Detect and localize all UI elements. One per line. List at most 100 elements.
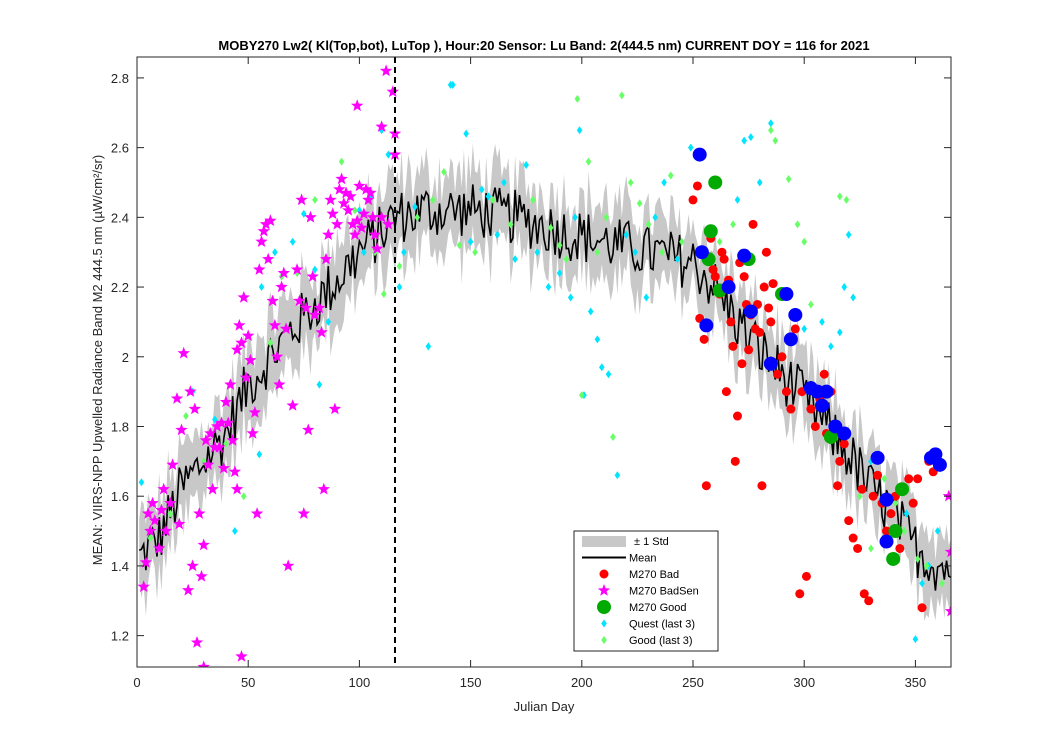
point-quest-last-3 bbox=[301, 209, 307, 218]
point-good-last-3 bbox=[147, 534, 154, 543]
point-m270-badsen bbox=[148, 514, 161, 526]
point-m270-badsen bbox=[139, 555, 153, 568]
point-m270-badsen bbox=[193, 507, 206, 519]
point-m270-badsen bbox=[357, 207, 370, 220]
point-m270-badsen bbox=[255, 235, 268, 247]
point-m270-badsen bbox=[246, 427, 259, 439]
point-m270-badsen bbox=[242, 329, 255, 342]
point-m270-badsen bbox=[202, 458, 215, 471]
point-quest-last-3 bbox=[845, 230, 852, 239]
point-m270-bad bbox=[748, 219, 758, 229]
point-m270-bad bbox=[757, 481, 767, 491]
point-m270-bad bbox=[835, 456, 845, 466]
point-m270-bad bbox=[766, 317, 776, 327]
point-m270-good bbox=[895, 482, 910, 497]
point-big-blue bbox=[879, 492, 894, 507]
point-m270-badsen bbox=[317, 482, 330, 495]
point-good-last-3 bbox=[794, 220, 801, 229]
point-m270-bad bbox=[761, 247, 771, 257]
point-good-last-3 bbox=[490, 195, 496, 204]
point-good-last-3 bbox=[223, 439, 229, 448]
point-quest-last-3 bbox=[661, 178, 667, 187]
point-quest-last-3 bbox=[632, 248, 638, 257]
point-good-last-3 bbox=[836, 192, 843, 201]
point-big-blue bbox=[721, 280, 736, 295]
point-quest-last-3 bbox=[623, 230, 630, 239]
x-tick-label: 0 bbox=[133, 675, 140, 690]
point-m270-badsen bbox=[268, 318, 282, 331]
point-m270-badsen bbox=[233, 318, 246, 331]
point-m270-badsen bbox=[228, 465, 241, 478]
point-m270-bad bbox=[739, 272, 749, 282]
point-m270-badsen bbox=[302, 423, 315, 436]
point-m270-badsen bbox=[324, 193, 337, 206]
point-m270-badsen bbox=[304, 210, 317, 223]
point-m270-bad bbox=[717, 247, 727, 257]
legend-label: Good (last 3) bbox=[629, 635, 693, 647]
point-m270-good bbox=[886, 551, 901, 566]
x-axis-label: Julian Day bbox=[514, 699, 575, 714]
point-m270-badsen bbox=[213, 440, 226, 453]
point-quest-last-3 bbox=[312, 265, 318, 274]
point-m270-badsen bbox=[204, 427, 217, 439]
point-m270-badsen bbox=[155, 503, 168, 516]
point-big-blue bbox=[788, 307, 803, 322]
point-m270-badsen bbox=[293, 294, 306, 307]
point-good-last-3 bbox=[530, 195, 536, 204]
point-m270-badsen bbox=[177, 346, 190, 359]
point-big-blue bbox=[870, 450, 885, 465]
point-quest-last-3 bbox=[567, 293, 574, 302]
point-m270-badsen bbox=[375, 120, 388, 132]
point-quest-last-3 bbox=[425, 342, 432, 351]
point-m270-badsen bbox=[237, 291, 250, 303]
point-m270-badsen bbox=[250, 507, 264, 519]
point-m270-bad bbox=[719, 254, 729, 264]
point-m270-badsen bbox=[190, 636, 204, 648]
point-m270-bad bbox=[688, 195, 698, 205]
point-m270-bad bbox=[917, 603, 927, 613]
point-m270-badsen bbox=[235, 336, 248, 349]
y-tick-label: 1.2 bbox=[111, 629, 129, 644]
point-m270-badsen bbox=[351, 214, 364, 227]
point-quest-last-3 bbox=[396, 283, 403, 292]
point-quest-last-3 bbox=[836, 328, 843, 337]
point-quest-last-3 bbox=[412, 202, 418, 211]
point-m270-bad bbox=[806, 404, 816, 414]
point-m270-badsen bbox=[944, 604, 951, 617]
point-good-last-3 bbox=[659, 248, 665, 257]
point-m270-badsen bbox=[182, 583, 195, 596]
point-m270-badsen bbox=[364, 186, 377, 199]
point-m270-badsen bbox=[371, 242, 384, 254]
point-m270-bad bbox=[868, 491, 878, 501]
point-good-last-3 bbox=[547, 223, 554, 232]
point-m270-badsen bbox=[382, 217, 395, 230]
point-m270-badsen bbox=[944, 545, 951, 558]
point-quest-last-3 bbox=[385, 150, 392, 159]
point-m270-badsen bbox=[230, 482, 244, 495]
point-m270-badsen bbox=[275, 280, 288, 293]
point-good-last-3 bbox=[240, 492, 247, 501]
point-big-blue bbox=[783, 332, 798, 347]
point-m270-bad bbox=[810, 421, 820, 431]
point-good-last-3 bbox=[881, 474, 888, 483]
point-quest-last-3 bbox=[674, 255, 681, 264]
point-good-last-3 bbox=[667, 171, 674, 180]
point-quest-last-3 bbox=[356, 206, 363, 215]
point-quest-last-3 bbox=[748, 133, 754, 142]
point-good-last-3 bbox=[610, 432, 616, 441]
point-big-blue bbox=[743, 304, 758, 319]
point-m270-badsen bbox=[235, 650, 248, 662]
point-m270-badsen bbox=[355, 221, 368, 234]
y-tick-label: 1.8 bbox=[111, 419, 129, 434]
point-m270-bad bbox=[853, 543, 863, 553]
point-big-blue bbox=[815, 398, 830, 413]
point-good-last-3 bbox=[772, 136, 779, 145]
point-m270-badsen bbox=[170, 392, 184, 404]
point-quest-last-3 bbox=[138, 478, 145, 487]
plot-content bbox=[137, 64, 951, 667]
legend-label: M270 BadSen bbox=[629, 586, 699, 598]
point-m270-badsen bbox=[197, 538, 210, 551]
point-good-last-3 bbox=[507, 220, 514, 229]
point-m270-badsen bbox=[230, 343, 244, 356]
point-m270-bad bbox=[908, 498, 918, 508]
